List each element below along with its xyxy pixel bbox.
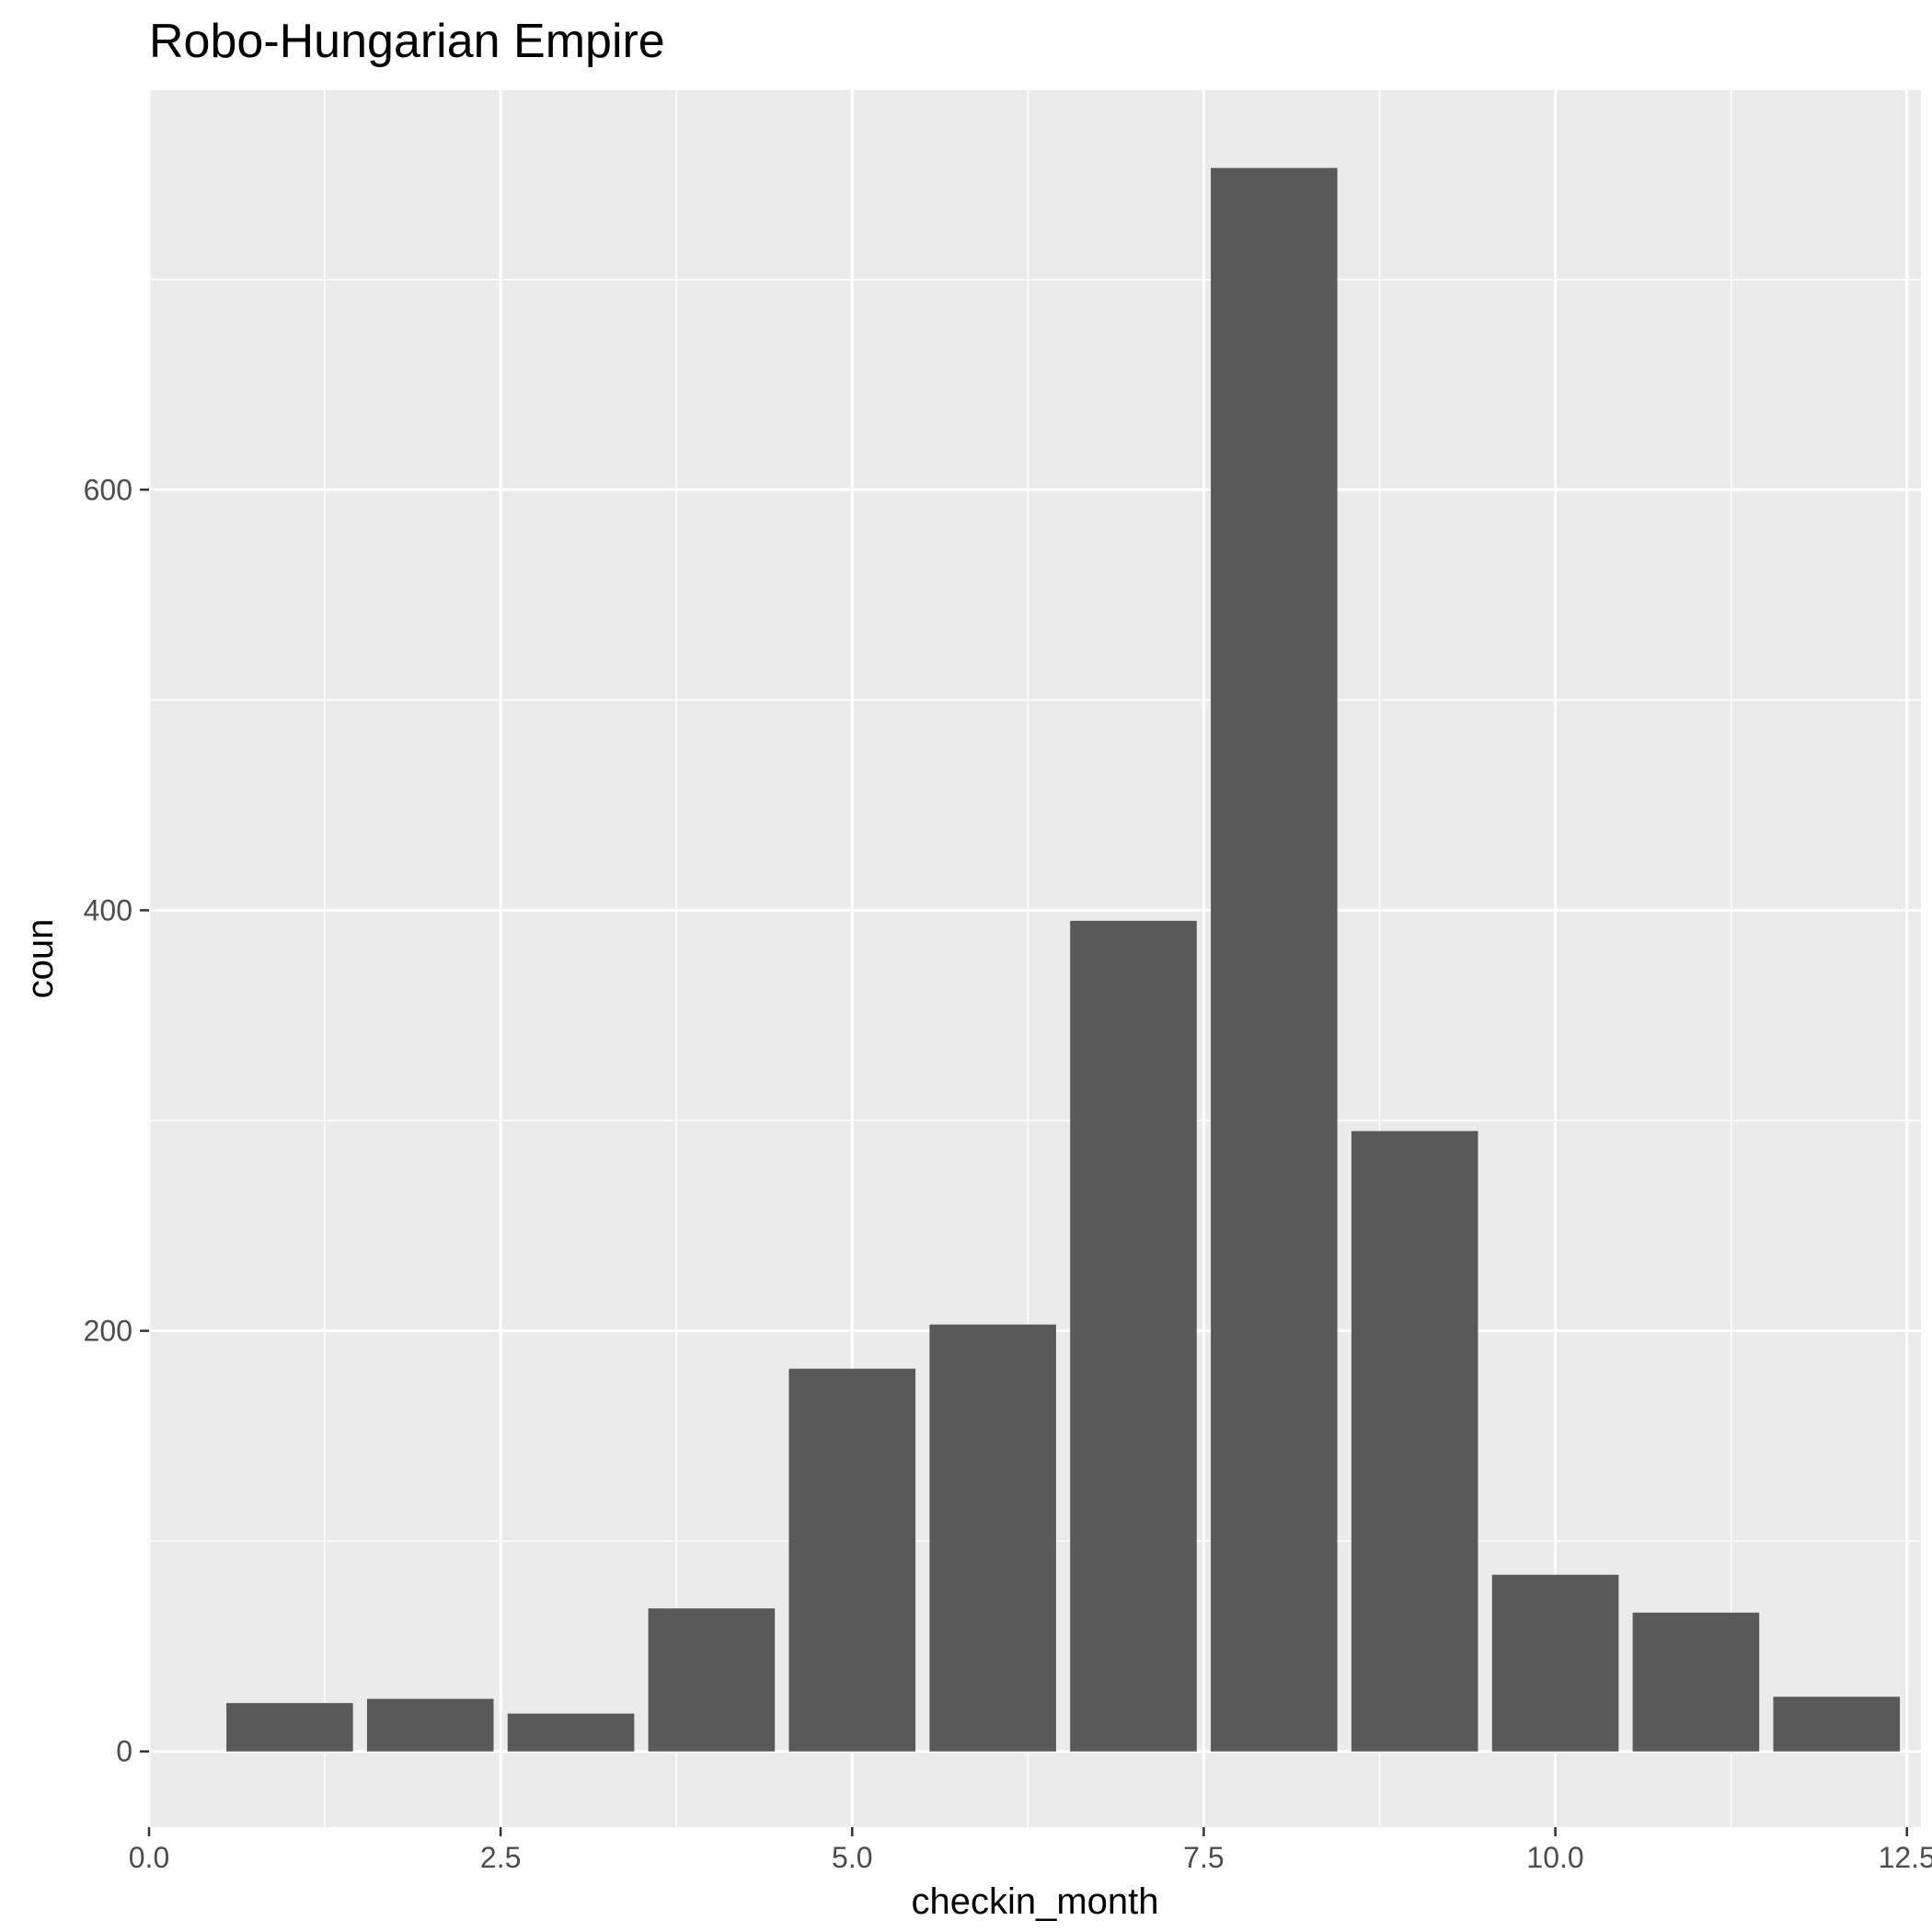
y-tick-label: 600	[84, 473, 132, 506]
x-tick-label: 2.5	[480, 1841, 521, 1874]
bar	[1351, 1131, 1478, 1752]
x-axis-title: checkin_month	[911, 1881, 1158, 1922]
bar	[1070, 920, 1197, 1752]
y-tick-label: 200	[84, 1315, 132, 1348]
y-tick-label: 0	[116, 1735, 132, 1768]
bar	[648, 1608, 776, 1752]
bar	[1773, 1696, 1901, 1752]
y-axis: 0 200 400 600	[84, 473, 149, 1768]
chart-title: Robo-Hungarian Empire	[149, 15, 665, 68]
bar	[929, 1324, 1056, 1752]
bar	[1211, 167, 1338, 1752]
x-axis: 0.0 2.5 5.0 7.5 10.0 12.5	[129, 1827, 1932, 1874]
x-tick-label: 5.0	[832, 1841, 872, 1874]
x-tick-label: 12.5	[1879, 1841, 1932, 1874]
bar	[366, 1698, 494, 1752]
y-tick-label: 400	[84, 893, 132, 926]
x-tick-label: 10.0	[1526, 1841, 1583, 1874]
bar	[788, 1368, 916, 1752]
bar	[226, 1703, 353, 1752]
x-tick-label: 7.5	[1183, 1841, 1224, 1874]
bars	[226, 167, 1901, 1752]
bar	[1491, 1574, 1619, 1752]
bar	[1632, 1612, 1760, 1752]
y-axis-title: coun	[20, 919, 61, 999]
bar	[507, 1713, 635, 1752]
x-tick-label: 0.0	[129, 1841, 169, 1874]
